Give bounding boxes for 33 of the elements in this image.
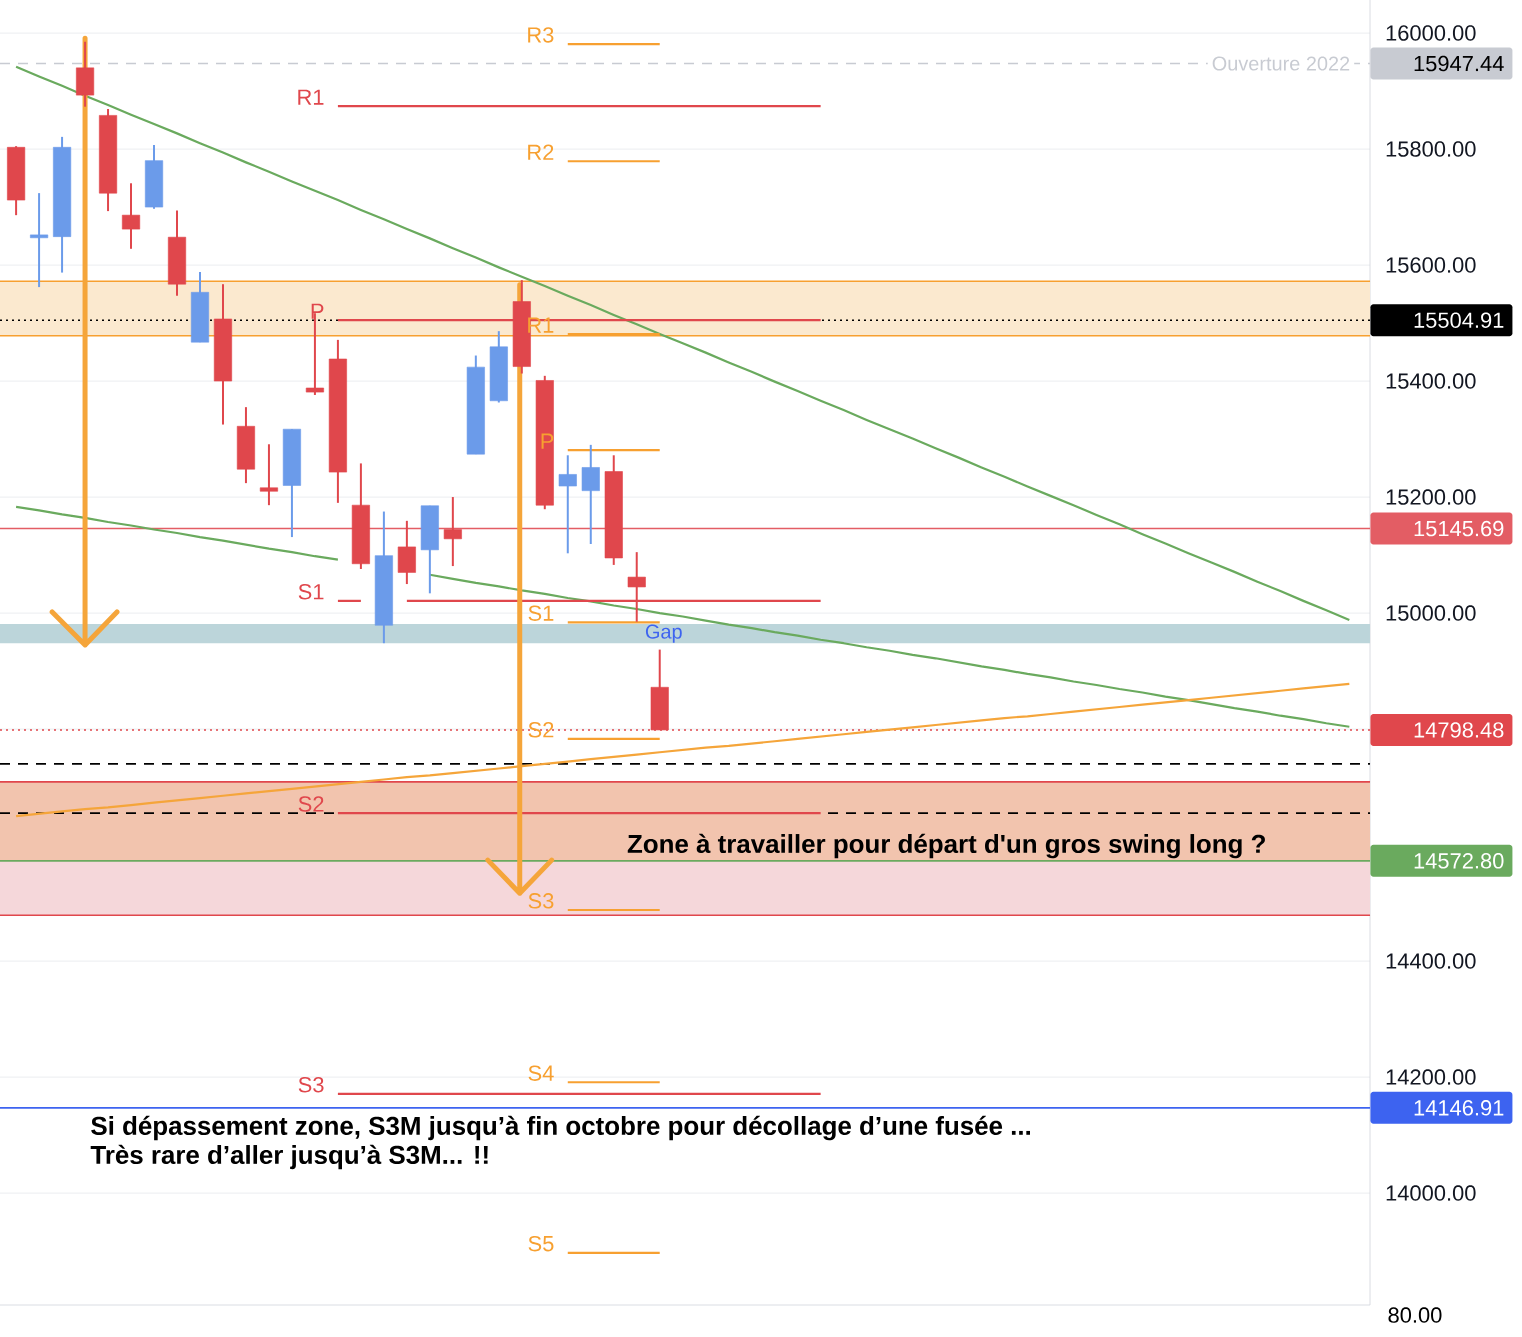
series-label: S1 (298, 583, 324, 600)
band-label: Zone à travailler pour départ d'un gros swing long ? (627, 833, 1265, 859)
ref-line-label: 14572.80 (1414, 853, 1504, 869)
series-label: S4 (528, 1065, 554, 1081)
y-tick-label: 15400.00 (1386, 373, 1476, 389)
series-label: S3 (298, 1076, 324, 1093)
y-tick-label: 15000.00 (1386, 605, 1476, 621)
series-label: S3 (528, 893, 554, 909)
y-tick-label: 16000.00 (1386, 25, 1476, 41)
series-label: P (311, 303, 324, 319)
ref-line-label: 15947.44 (1414, 55, 1504, 72)
annotation: Si dépassement zone, S3M jusqu’à fin octobre pour décollage d’une fusée ... (91, 1115, 1030, 1141)
annotation: Très rare d’aller jusqu’à S3M... !! (90, 1144, 488, 1170)
ref-line-label: 15504.91 (1414, 312, 1504, 328)
series-label: S5 (528, 1235, 554, 1252)
ref-line-label: 14798.48 (1414, 722, 1504, 738)
band-label: Gap (645, 624, 682, 643)
y-tick-label: 15200.00 (1386, 489, 1476, 505)
series-label: P (541, 433, 554, 449)
series-label: S2 (298, 796, 324, 812)
y-tick-label: 14200.00 (1386, 1069, 1476, 1085)
series-label: R1 (298, 89, 324, 105)
ref-line-label: 15145.69 (1414, 520, 1504, 537)
y-tick-label: 14400.00 (1386, 953, 1476, 969)
text: 80.00 (1388, 1307, 1442, 1323)
series-label: R3 (528, 27, 554, 43)
y-tick-label: 14000.00 (1386, 1185, 1476, 1201)
ref-line-label: 14146.91 (1414, 1100, 1504, 1116)
series-label: S1 (528, 605, 554, 621)
y-tick-label: 15800.00 (1386, 141, 1476, 157)
series-label: S2 (528, 722, 554, 738)
series-label: R2 (528, 144, 554, 160)
y-tick-label: 15600.00 (1386, 257, 1476, 273)
